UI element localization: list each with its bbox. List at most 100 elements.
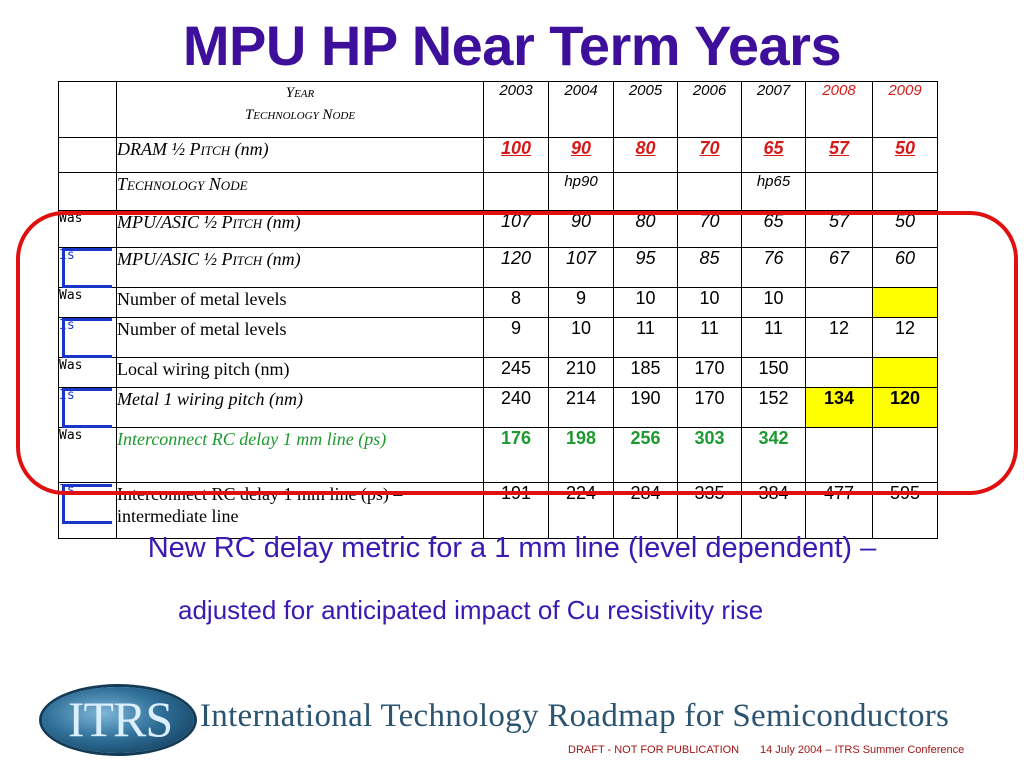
value-cell: 57	[805, 137, 873, 173]
itrs-globe-logo	[42, 687, 194, 753]
label-text: Pitch	[221, 249, 263, 269]
value-cell: 95	[613, 247, 678, 288]
value-cell: 90	[548, 137, 614, 173]
conference-notice: 14 July 2004 – ITRS Summer Conference	[760, 744, 965, 756]
label-text: (nm)	[230, 139, 269, 159]
label-text: DRAM ½	[117, 139, 190, 159]
value-cell	[483, 172, 549, 211]
year-cell: 2008	[805, 81, 873, 138]
table-row: Is Metal 1 wiring pitch (nm) 240 214 190…	[58, 387, 938, 428]
value-cell: 70	[677, 137, 742, 173]
label-text: Technology Node	[117, 174, 248, 194]
value-cell: 67	[805, 247, 873, 288]
roadmap-table: Year Technology Node 2003 2004 2005 2006…	[58, 81, 938, 539]
year-cell: 2005	[613, 81, 678, 138]
label-text: MPU/ASIC ½	[117, 212, 222, 232]
table-row: Was Local wiring pitch (nm) 245 210 185 …	[58, 357, 938, 388]
highlight-oval	[16, 211, 1018, 495]
label-text: MPU/ASIC ½	[117, 249, 222, 269]
note-line-1: New RC delay metric for a 1 mm line (lev…	[147, 532, 877, 564]
row-label: Technology Node	[116, 172, 484, 211]
value-cell: 80	[613, 210, 678, 248]
table-row: Is MPU/ASIC ½ Pitch (nm) 120 107 95 85 7…	[58, 247, 938, 288]
tag-cell	[58, 172, 117, 211]
value-cell: 150	[741, 357, 806, 388]
value-cell: 10	[548, 317, 614, 358]
year-label: Year	[285, 85, 315, 101]
row-label: Number of metal levels	[116, 287, 484, 318]
value-cell: hp90	[548, 172, 614, 211]
draft-notice: DRAFT - NOT FOR PUBLICATION	[568, 744, 740, 756]
tag-cell	[58, 137, 117, 173]
table-row: Technology Node hp90 hp65	[58, 172, 938, 211]
is-row-bracket	[62, 388, 112, 428]
node-label: Technology Node	[244, 107, 356, 123]
value-cell: 100	[483, 137, 549, 173]
value-cell	[805, 357, 873, 388]
is-row-bracket	[62, 248, 112, 288]
value-cell: 176	[483, 427, 549, 483]
value-cell: 65	[741, 137, 806, 173]
year-cell: 2003	[483, 81, 549, 138]
value-cell: 60	[872, 247, 938, 288]
value-cell: 245	[483, 357, 549, 388]
value-cell	[613, 172, 678, 211]
year-cell: 2004	[548, 81, 614, 138]
value-cell: 11	[677, 317, 742, 358]
table-row: Was Number of metal levels 8 9 10 10 10	[58, 287, 938, 318]
label-text: Pitch	[221, 212, 263, 232]
header-row: Year Technology Node 2003 2004 2005 2006…	[58, 81, 938, 138]
table-row: DRAM ½ Pitch (nm) 100 90 80 70 65 57 50	[58, 137, 938, 173]
value-cell: 80	[613, 137, 678, 173]
value-cell	[677, 172, 742, 211]
note-line-2: adjusted for anticipated impact of Cu re…	[178, 595, 764, 625]
table-row: Was Interconnect RC delay 1 mm line (ps)…	[58, 427, 938, 483]
slide-title: MPU HP Near Term Years	[182, 14, 842, 77]
value-cell	[872, 427, 938, 483]
value-cell: 342	[741, 427, 806, 483]
value-cell: 85	[677, 247, 742, 288]
label-text: (nm)	[262, 212, 301, 232]
value-cell: 10	[613, 287, 678, 318]
value-cell: 303	[677, 427, 742, 483]
year-cell: 2007	[741, 81, 806, 138]
row-label: DRAM ½ Pitch (nm)	[116, 137, 484, 173]
tag-cell	[58, 81, 117, 138]
row-label: Number of metal levels	[116, 317, 484, 358]
label-text: Pitch	[189, 139, 231, 159]
row-label: MPU/ASIC ½ Pitch (nm)	[116, 210, 484, 248]
value-cell	[872, 287, 938, 318]
row-label: Local wiring pitch (nm)	[116, 357, 484, 388]
value-cell: 185	[613, 357, 678, 388]
table-row: Was MPU/ASIC ½ Pitch (nm) 107 90 80 70 6…	[58, 210, 938, 248]
value-cell: 107	[548, 247, 614, 288]
value-cell: 50	[872, 137, 938, 173]
table-row: Is Number of metal levels 9 10 11 11 11 …	[58, 317, 938, 358]
row-label: MPU/ASIC ½ Pitch (nm)	[116, 247, 484, 288]
year-cell: 2009	[872, 81, 938, 138]
value-cell	[872, 172, 938, 211]
value-cell: 65	[741, 210, 806, 248]
value-cell: 240	[483, 387, 549, 428]
value-cell	[805, 427, 873, 483]
org-name: International Technology Roadmap for Sem…	[200, 698, 950, 734]
value-cell: 120	[872, 387, 938, 428]
value-cell: 256	[613, 427, 678, 483]
row-label: Interconnect RC delay 1 mm line (ps)	[116, 427, 484, 483]
year-cell: 2006	[677, 81, 742, 138]
itrs-logo-text: ITRS	[67, 691, 173, 747]
year-node-header: Year Technology Node	[116, 81, 484, 138]
value-cell: 170	[677, 387, 742, 428]
value-cell	[805, 172, 873, 211]
label-text: (nm)	[262, 249, 301, 269]
value-cell: hp65	[741, 172, 806, 211]
value-cell: 12	[805, 317, 873, 358]
value-cell: 134	[805, 387, 873, 428]
value-cell: 10	[741, 287, 806, 318]
value-cell: 190	[613, 387, 678, 428]
value-cell: 198	[548, 427, 614, 483]
is-row-bracket	[62, 484, 112, 524]
is-tag: Is	[58, 247, 117, 288]
value-cell: 9	[548, 287, 614, 318]
value-cell	[872, 357, 938, 388]
